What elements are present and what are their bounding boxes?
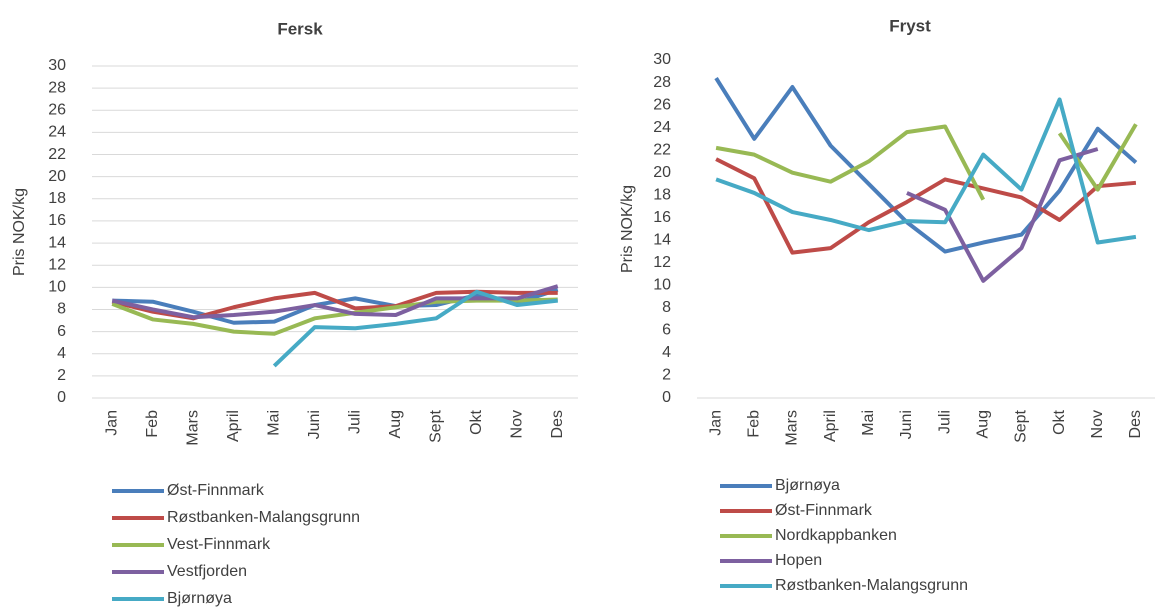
legend-label: Øst-Finnmark [775, 502, 873, 519]
x-tick-label: Mars [784, 410, 801, 446]
y-axis-label: Pris NOK/kg [619, 185, 636, 273]
x-tick-label: Nov [508, 410, 525, 438]
data-line [714, 76, 1138, 254]
x-tick-label: Aug [974, 410, 991, 438]
x-tick-label: Feb [144, 410, 161, 438]
x-tick-label: April [822, 410, 839, 442]
y-tick-label: 22 [48, 146, 66, 163]
chart-title: Fryst [889, 16, 931, 35]
x-tick-label: Okt [1051, 409, 1068, 434]
x-tick-label: Juli [346, 410, 363, 434]
y-tick-label: 10 [48, 279, 66, 296]
y-tick-label: 8 [57, 301, 66, 318]
x-tick-label: Aug [387, 410, 404, 438]
y-tick-label: 24 [653, 119, 671, 136]
chart-title: Fersk [277, 19, 323, 38]
y-tick-label: 30 [48, 57, 66, 74]
x-tick-label: Juni [898, 410, 915, 439]
y-tick-label: 6 [57, 323, 66, 340]
y-tick-label: 0 [662, 389, 671, 406]
legend-label: Øst-Finnmark [167, 482, 265, 499]
y-tick-label: 22 [653, 141, 671, 158]
y-tick-label: 28 [48, 79, 66, 96]
y-tick-label: 20 [653, 164, 671, 181]
legend-label: Nordkappbanken [775, 527, 897, 544]
legend-label: Bjørnøya [167, 590, 232, 607]
y-tick-label: 18 [653, 186, 671, 203]
legend-label: Hopen [775, 552, 822, 569]
x-tick-label: Mai [265, 410, 282, 436]
y-tick-label: 18 [48, 190, 66, 207]
x-tick-label: Sept [1013, 409, 1030, 442]
data-line [715, 97, 1137, 245]
y-tick-label: 12 [653, 254, 671, 271]
data-line [906, 147, 1099, 283]
x-tick-label: Okt [468, 409, 485, 434]
x-tick-label: April [225, 410, 242, 442]
y-tick-label: 16 [653, 209, 671, 226]
legend-label: Vestfjorden [167, 563, 247, 580]
y-tick-label: 24 [48, 124, 66, 141]
y-tick-label: 4 [57, 345, 66, 362]
data-line [715, 157, 1137, 255]
y-tick-label: 14 [653, 231, 671, 248]
x-tick-label: Feb [745, 410, 762, 438]
y-tick-label: 30 [653, 51, 671, 68]
y-tick-label: 6 [662, 322, 671, 339]
x-tick-label: Nov [1089, 410, 1106, 438]
x-tick-label: Mai [860, 410, 877, 436]
x-tick-label: Juni [306, 410, 323, 439]
data-line [111, 297, 558, 336]
y-tick-label: 12 [48, 256, 66, 273]
data-line [111, 284, 559, 320]
legend-label: Røstbanken-Malangsgrunn [775, 577, 968, 594]
x-tick-label: Sept [427, 409, 444, 442]
y-tick-label: 20 [48, 168, 66, 185]
legend-label: Vest-Finnmark [167, 536, 271, 553]
legend-label: Røstbanken-Malangsgrunn [167, 509, 360, 526]
x-tick-label: Juli [936, 410, 953, 434]
y-tick-label: 26 [653, 96, 671, 113]
x-tick-label: Jan [103, 410, 120, 436]
y-tick-label: 2 [57, 367, 66, 384]
y-tick-label: 28 [653, 74, 671, 91]
y-tick-label: 10 [653, 277, 671, 294]
data-line [272, 289, 558, 368]
y-tick-label: 8 [662, 299, 671, 316]
x-tick-label: Jan [707, 410, 724, 436]
y-tick-label: 16 [48, 212, 66, 229]
y-tick-label: 2 [662, 367, 671, 384]
x-tick-label: Des [549, 410, 566, 438]
y-tick-label: 26 [48, 101, 66, 118]
y-tick-label: 4 [662, 344, 671, 361]
y-tick-label: 14 [48, 234, 66, 251]
y-axis-label: Pris NOK/kg [11, 188, 28, 276]
x-tick-label: Mars [184, 410, 201, 446]
y-tick-label: 0 [57, 389, 66, 406]
legend-label: Bjørnøya [775, 477, 840, 494]
x-tick-label: Des [1127, 410, 1144, 438]
